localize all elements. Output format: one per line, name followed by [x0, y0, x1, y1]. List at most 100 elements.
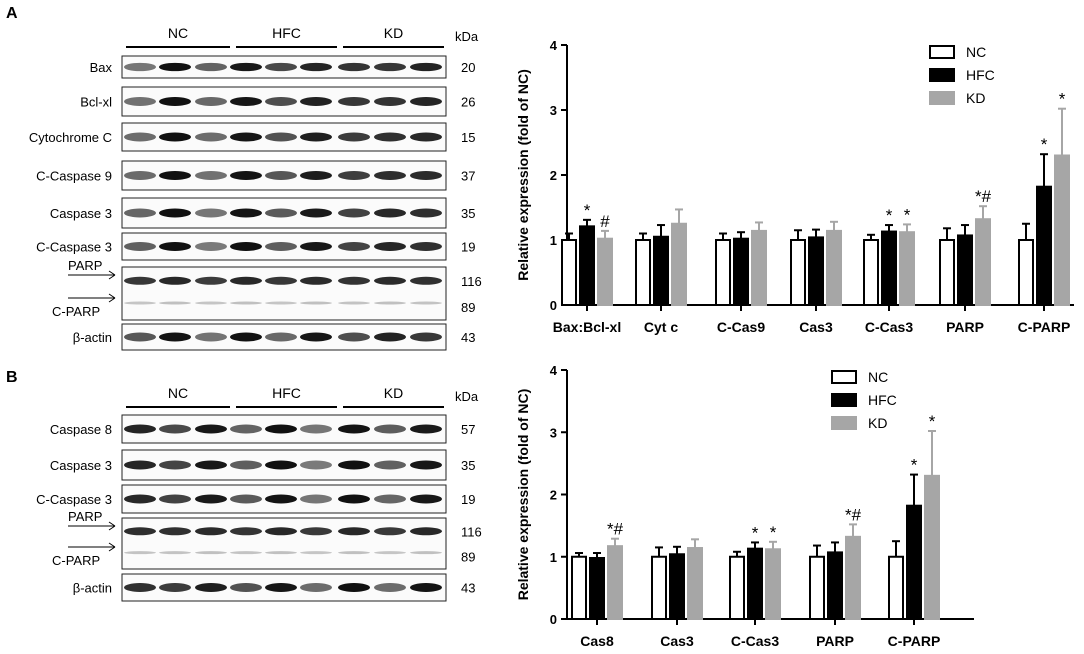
blot-band: [124, 208, 156, 218]
blot-band: [300, 276, 332, 285]
blot-row: β-actin 43: [73, 323, 475, 351]
blot-band: [265, 276, 297, 285]
blot-band: [300, 583, 332, 592]
blot-band: [159, 494, 191, 504]
legend-label-nc: NC: [868, 369, 888, 385]
blot-band: [300, 424, 332, 434]
x-tick-label: Cas3: [660, 633, 694, 649]
blot-band: [124, 583, 156, 592]
significance-marker: *: [929, 412, 936, 431]
blot-band: [159, 424, 191, 434]
kda-value: 26: [461, 95, 475, 110]
bar-nc: [561, 239, 577, 306]
arrow-head-icon: [108, 521, 116, 531]
bar-chart-a: 0 1 2 3 4 Relative expression (fold of NC) Bax…: [515, 38, 1074, 335]
bar-nc: [635, 239, 651, 306]
blot-band: [124, 301, 156, 305]
blot-label-cparp: C-PARP: [52, 304, 100, 319]
blot-label: Bax: [90, 60, 113, 75]
legend-swatch-kd: [831, 416, 857, 430]
legend-swatch-hfc: [929, 68, 955, 82]
blot-band: [124, 494, 156, 504]
bar-nc: [651, 555, 667, 620]
kda-value: 35: [461, 206, 475, 221]
blot-row: β-actin 43: [73, 573, 475, 602]
bar-hfc: [808, 236, 824, 306]
blot-band: [124, 460, 156, 470]
x-tick-label: C-PARP: [888, 633, 941, 649]
y-axis-label: Relative expression (fold of NC): [515, 69, 531, 281]
bar-nc: [790, 239, 806, 306]
y-tick-label: 2: [550, 488, 557, 503]
blot-band: [374, 301, 406, 305]
y-tick-label: 0: [550, 612, 557, 627]
kda-value: 57: [461, 422, 475, 437]
blot-band: [410, 551, 442, 555]
blot-row: Caspase 3 35: [50, 449, 475, 481]
blot-band: [230, 301, 262, 305]
blot-frame: [121, 266, 447, 321]
blot-band: [300, 301, 332, 305]
blot-row: Caspase 3 35: [50, 197, 475, 229]
blot-band: [230, 242, 262, 251]
legend-swatch-hfc: [831, 393, 857, 407]
kda-value: 116: [461, 524, 482, 539]
blot-band: [124, 242, 156, 251]
blot-band: [265, 332, 297, 342]
blot-band: [265, 132, 297, 142]
bar-kd: [1054, 154, 1070, 306]
significance-marker: #: [600, 212, 610, 231]
blot-band: [195, 62, 227, 72]
blot-label-cparp: C-PARP: [52, 553, 100, 568]
blot-band: [374, 551, 406, 555]
blot-band: [124, 62, 156, 72]
blot-band: [410, 460, 442, 470]
blot-band: [230, 424, 262, 434]
y-tick-label: 1: [550, 233, 557, 248]
arrow-head-icon: [108, 293, 116, 303]
blot-band: [265, 527, 297, 536]
blot-band: [195, 424, 227, 434]
blot-band: [265, 301, 297, 305]
bar-hfc: [669, 553, 685, 621]
blot-label: Bcl-xl: [80, 95, 112, 110]
blot-band: [195, 494, 227, 504]
bar-kd: [924, 474, 940, 621]
x-tick-label: PARP: [946, 319, 984, 335]
blot-label: β-actin: [73, 330, 112, 345]
blot-band: [159, 208, 191, 218]
blot-label: β-actin: [73, 581, 112, 596]
kda-value: 43: [461, 330, 475, 345]
blot-band: [230, 276, 262, 285]
significance-marker: *: [770, 523, 777, 542]
blot-band: [410, 208, 442, 218]
blot-band: [195, 527, 227, 536]
blot-band: [338, 132, 370, 142]
blot-band: [410, 276, 442, 285]
blot-band: [265, 460, 297, 470]
bar-kd: [607, 545, 623, 620]
blot-band: [265, 97, 297, 106]
blot-band: [338, 208, 370, 218]
blot-label: Caspase 3: [50, 206, 112, 221]
blot-band: [230, 62, 262, 72]
bar-nc: [1018, 239, 1034, 306]
blot-label: C-Caspase 9: [36, 169, 112, 184]
blot-band: [195, 208, 227, 218]
blot-band: [195, 460, 227, 470]
bar-hfc: [1036, 185, 1052, 306]
x-tick-label: Cyt c: [644, 319, 678, 335]
bar-nc: [729, 555, 745, 620]
blot-band: [374, 527, 406, 536]
x-tick-label: C-PARP: [1018, 319, 1071, 335]
blot-band: [300, 494, 332, 504]
kda-value: 116: [461, 274, 482, 289]
kda-value: 19: [461, 240, 475, 255]
legend-label-nc: NC: [966, 44, 986, 60]
kda-value: 37: [461, 169, 475, 184]
blot-band: [338, 551, 370, 555]
x-tick-label: C-Cas3: [731, 633, 779, 649]
blot-band: [230, 171, 262, 180]
blot-band: [338, 301, 370, 305]
